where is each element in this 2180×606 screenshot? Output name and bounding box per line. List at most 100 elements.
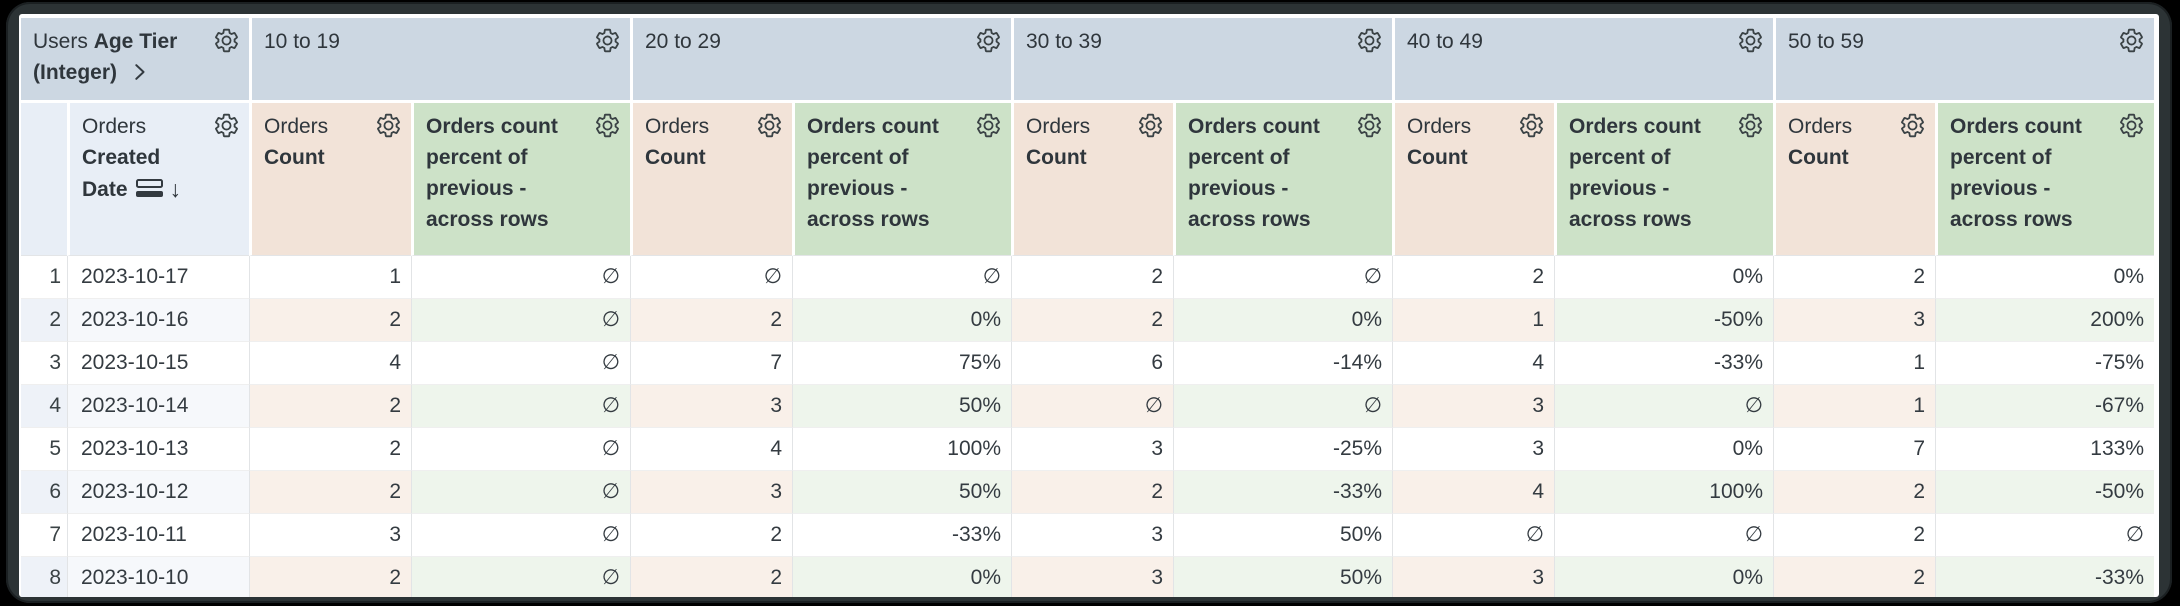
percent-value-cell[interactable]: ∅ — [411, 471, 630, 514]
gear-icon[interactable] — [975, 112, 1002, 139]
count-value-cell[interactable]: ∅ — [1392, 514, 1554, 557]
orders-count-header[interactable]: Orders Count — [249, 103, 411, 256]
percent-value-cell[interactable]: ∅ — [411, 342, 630, 385]
percent-value-cell[interactable]: 50% — [1173, 514, 1392, 557]
orders-count-header[interactable]: Orders Count — [1392, 103, 1554, 256]
gear-icon[interactable] — [975, 27, 1002, 54]
count-value-cell[interactable]: 3 — [1011, 514, 1173, 557]
percent-value-cell[interactable]: 0% — [792, 557, 1011, 597]
percent-value-cell[interactable]: ∅ — [411, 428, 630, 471]
percent-value-cell[interactable]: 133% — [1935, 428, 2154, 471]
percent-value-cell[interactable]: -75% — [1935, 342, 2154, 385]
date-cell[interactable]: 2023-10-13 — [67, 428, 249, 471]
count-value-cell[interactable]: ∅ — [630, 256, 792, 299]
date-cell[interactable]: 2023-10-17 — [67, 256, 249, 299]
percent-value-cell[interactable]: 0% — [1935, 256, 2154, 299]
date-cell[interactable]: 2023-10-10 — [67, 557, 249, 597]
count-value-cell[interactable]: 3 — [249, 514, 411, 557]
count-value-cell[interactable]: 1 — [1392, 299, 1554, 342]
count-value-cell[interactable]: 3 — [1011, 428, 1173, 471]
count-value-cell[interactable]: 2 — [1773, 471, 1935, 514]
pivot-value-header[interactable]: 50 to 59 — [1773, 18, 2154, 103]
count-value-cell[interactable]: 4 — [1392, 342, 1554, 385]
count-value-cell[interactable]: 2 — [1011, 256, 1173, 299]
percent-value-cell[interactable]: ∅ — [1935, 514, 2154, 557]
gear-icon[interactable] — [594, 112, 621, 139]
percent-value-cell[interactable]: -33% — [1554, 342, 1773, 385]
orders-count-header[interactable]: Orders Count — [1773, 103, 1935, 256]
count-value-cell[interactable]: 4 — [630, 428, 792, 471]
percent-value-cell[interactable]: 0% — [1173, 299, 1392, 342]
gear-icon[interactable] — [756, 112, 783, 139]
percent-value-cell[interactable]: ∅ — [411, 557, 630, 597]
percent-value-cell[interactable]: 200% — [1935, 299, 2154, 342]
percent-value-cell[interactable]: -50% — [1554, 299, 1773, 342]
count-value-cell[interactable]: 2 — [1773, 256, 1935, 299]
date-dimension-header[interactable]: Orders Created Date ↓ — [67, 103, 249, 256]
gear-icon[interactable] — [1356, 27, 1383, 54]
date-cell[interactable]: 2023-10-15 — [67, 342, 249, 385]
gear-icon[interactable] — [1137, 112, 1164, 139]
count-value-cell[interactable]: 2 — [1773, 514, 1935, 557]
pivot-value-header[interactable]: 30 to 39 — [1011, 18, 1392, 103]
percent-value-cell[interactable]: ∅ — [411, 256, 630, 299]
gear-icon[interactable] — [2118, 27, 2145, 54]
count-value-cell[interactable]: 1 — [1773, 385, 1935, 428]
pivot-expand-icon[interactable] — [128, 61, 150, 92]
count-value-cell[interactable]: 3 — [1392, 428, 1554, 471]
percent-value-cell[interactable]: ∅ — [411, 385, 630, 428]
percent-value-cell[interactable]: 0% — [1554, 428, 1773, 471]
percent-value-cell[interactable]: -33% — [792, 514, 1011, 557]
count-value-cell[interactable]: 7 — [630, 342, 792, 385]
percent-value-cell[interactable]: -67% — [1935, 385, 2154, 428]
count-value-cell[interactable]: 3 — [1773, 299, 1935, 342]
percent-value-cell[interactable]: 0% — [1554, 557, 1773, 597]
count-value-cell[interactable]: 2 — [630, 514, 792, 557]
percent-value-cell[interactable]: ∅ — [411, 299, 630, 342]
percent-value-cell[interactable]: 0% — [1554, 256, 1773, 299]
percent-value-cell[interactable]: ∅ — [1173, 256, 1392, 299]
gear-icon[interactable] — [594, 27, 621, 54]
percent-value-cell[interactable]: 100% — [1554, 471, 1773, 514]
count-value-cell[interactable]: 4 — [1392, 471, 1554, 514]
percent-value-cell[interactable]: -33% — [1935, 557, 2154, 597]
count-value-cell[interactable]: 2 — [1011, 299, 1173, 342]
gear-icon[interactable] — [1737, 27, 1764, 54]
pivot-value-header[interactable]: 40 to 49 — [1392, 18, 1773, 103]
gear-icon[interactable] — [2118, 112, 2145, 139]
count-value-cell[interactable]: 7 — [1773, 428, 1935, 471]
gear-icon[interactable] — [213, 112, 240, 139]
count-value-cell[interactable]: 2 — [630, 299, 792, 342]
percent-value-cell[interactable]: -14% — [1173, 342, 1392, 385]
percent-value-cell[interactable]: ∅ — [1554, 385, 1773, 428]
date-cell[interactable]: 2023-10-11 — [67, 514, 249, 557]
count-value-cell[interactable]: 2 — [249, 299, 411, 342]
pivot-value-header[interactable]: 10 to 19 — [249, 18, 630, 103]
percent-value-cell[interactable]: 100% — [792, 428, 1011, 471]
count-value-cell[interactable]: 1 — [1773, 342, 1935, 385]
count-value-cell[interactable]: 2 — [249, 471, 411, 514]
gear-icon[interactable] — [213, 27, 240, 54]
count-value-cell[interactable]: 1 — [249, 256, 411, 299]
percent-value-cell[interactable]: 50% — [792, 385, 1011, 428]
count-value-cell[interactable]: 2 — [630, 557, 792, 597]
count-value-cell[interactable]: ∅ — [1011, 385, 1173, 428]
percent-value-cell[interactable]: 50% — [1173, 557, 1392, 597]
percent-value-cell[interactable]: ∅ — [411, 514, 630, 557]
percent-value-cell[interactable]: -25% — [1173, 428, 1392, 471]
percent-value-cell[interactable]: ∅ — [1173, 385, 1392, 428]
date-cell[interactable]: 2023-10-14 — [67, 385, 249, 428]
pivot-corner-header[interactable]: Users Age Tier (Integer) — [21, 18, 249, 103]
percent-value-cell[interactable]: 50% — [792, 471, 1011, 514]
count-value-cell[interactable]: 3 — [1011, 557, 1173, 597]
count-value-cell[interactable]: 2 — [1011, 471, 1173, 514]
count-value-cell[interactable]: 3 — [630, 385, 792, 428]
orders-count-header[interactable]: Orders Count — [1011, 103, 1173, 256]
gear-icon[interactable] — [1356, 112, 1383, 139]
count-value-cell[interactable]: 4 — [249, 342, 411, 385]
percent-previous-header[interactable]: Orders count percent of previous - acros… — [1554, 103, 1773, 256]
percent-value-cell[interactable]: -33% — [1173, 471, 1392, 514]
gear-icon[interactable] — [1899, 112, 1926, 139]
percent-previous-header[interactable]: Orders count percent of previous - acros… — [1173, 103, 1392, 256]
gear-icon[interactable] — [1518, 112, 1545, 139]
